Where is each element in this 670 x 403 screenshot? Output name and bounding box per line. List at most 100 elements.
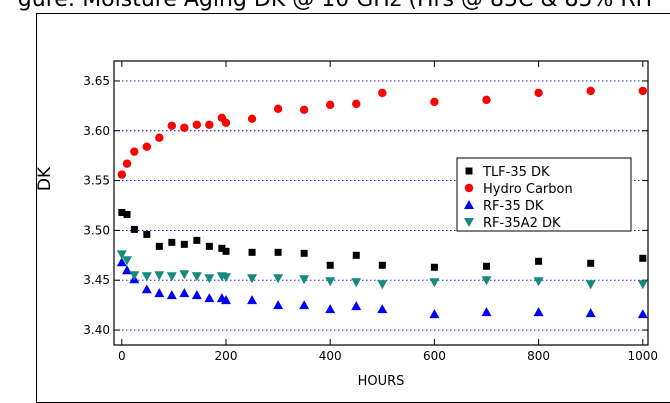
data-point	[637, 309, 648, 319]
data-point	[122, 159, 132, 168]
data-point	[430, 97, 439, 107]
data-point	[118, 208, 126, 216]
data-point	[204, 274, 215, 284]
data-point	[179, 270, 190, 280]
data-point	[535, 257, 543, 265]
data-point	[129, 271, 140, 281]
data-point	[325, 277, 336, 287]
data-point	[122, 265, 133, 275]
data-point	[273, 104, 283, 114]
data-point	[639, 254, 647, 262]
data-point	[326, 100, 335, 110]
data-point	[166, 272, 177, 282]
data-point	[168, 238, 176, 246]
data-point	[141, 284, 152, 294]
legend-label: RF-35A2 DK	[483, 216, 561, 231]
legend-marker	[464, 200, 474, 209]
data-point	[274, 248, 282, 256]
data-point	[221, 295, 232, 305]
x-tick-label: 800	[527, 349, 550, 363]
legend-label: TLF-35 DK	[482, 165, 550, 180]
data-point	[192, 120, 202, 129]
y-tick-label: 3.50	[83, 223, 110, 237]
data-point	[130, 225, 138, 233]
moisture-aging-chart: 0 200 400 600 800 1000 3.403.453.503.553.603.…	[35, 60, 658, 389]
data-point	[351, 301, 362, 311]
y-axis-ticks: 3.40 3.45 3.50 3.55 3.60 3.65	[83, 74, 648, 337]
data-point	[122, 256, 133, 266]
data-point	[585, 280, 596, 290]
data-point	[205, 120, 214, 129]
x-tick-label: 400	[319, 349, 342, 363]
data-point	[167, 121, 177, 130]
data-point	[273, 274, 284, 284]
data-point	[299, 300, 310, 310]
data-point	[377, 280, 388, 290]
data-point	[247, 274, 258, 284]
data-point	[481, 307, 492, 317]
data-point	[534, 88, 543, 98]
data-point	[180, 240, 188, 248]
y-axis-title: DK	[35, 166, 55, 191]
data-point	[117, 170, 127, 179]
data-point	[143, 230, 151, 238]
data-point	[429, 278, 440, 288]
data-point	[248, 248, 256, 256]
series-hydro-carbon	[117, 86, 647, 179]
data-point	[123, 210, 131, 218]
data-point	[191, 272, 202, 282]
data-point	[430, 263, 438, 271]
data-point	[221, 273, 232, 283]
data-point	[299, 105, 309, 115]
data-point	[482, 95, 491, 105]
legend-label: Hydro Carbon	[483, 182, 573, 197]
data-point	[141, 272, 152, 282]
data-point	[247, 295, 258, 305]
legend-marker	[464, 183, 474, 193]
data-point	[166, 290, 177, 300]
figure-title: gure: Moisture Aging DK @ 10 GHz (Hrs @ …	[0, 0, 670, 12]
data-point	[191, 290, 202, 300]
y-tick-label: 3.65	[83, 74, 110, 88]
x-tick-label: 200	[215, 349, 238, 363]
data-point	[154, 288, 165, 298]
data-point	[378, 261, 386, 269]
legend-box	[456, 157, 632, 232]
x-axis-ticks: 0 200 400 600 800 1000	[118, 61, 658, 363]
y-tick-label: 3.55	[83, 174, 110, 188]
data-point	[378, 88, 387, 98]
data-point	[205, 242, 213, 250]
legend-marker	[465, 167, 473, 175]
data-point	[204, 293, 215, 303]
legend: TLF-35 DK Hydro Carbon RF-35 DK RF-35A2 DK	[456, 157, 632, 232]
data-point	[482, 262, 490, 270]
data-point	[325, 304, 336, 314]
data-point	[533, 307, 544, 317]
data-point	[352, 251, 360, 259]
data-point	[221, 118, 231, 127]
data-point	[130, 147, 139, 156]
x-axis-title: HOURS	[358, 374, 405, 389]
series-rf-35a2-dk	[116, 250, 648, 290]
y-tick-label: 3.60	[83, 124, 110, 138]
legend-label: RF-35 DK	[483, 199, 544, 214]
data-point	[155, 133, 164, 142]
x-tick-label: 0	[118, 349, 126, 363]
data-point	[142, 142, 152, 151]
data-point	[429, 309, 440, 319]
series-rf-35-dk	[116, 257, 648, 319]
data-point	[481, 276, 492, 286]
y-tick-label: 3.45	[83, 273, 110, 287]
legend-marker	[464, 218, 474, 227]
x-tick-label: 600	[423, 349, 446, 363]
data-point	[193, 236, 201, 244]
y-tick-label: 3.40	[83, 323, 110, 337]
data-point	[116, 250, 127, 260]
data-point	[273, 300, 284, 310]
data-point	[116, 257, 127, 267]
data-point	[300, 249, 308, 257]
data-points	[116, 86, 648, 319]
data-point	[586, 86, 595, 96]
data-point	[638, 86, 647, 96]
data-point	[585, 308, 596, 318]
